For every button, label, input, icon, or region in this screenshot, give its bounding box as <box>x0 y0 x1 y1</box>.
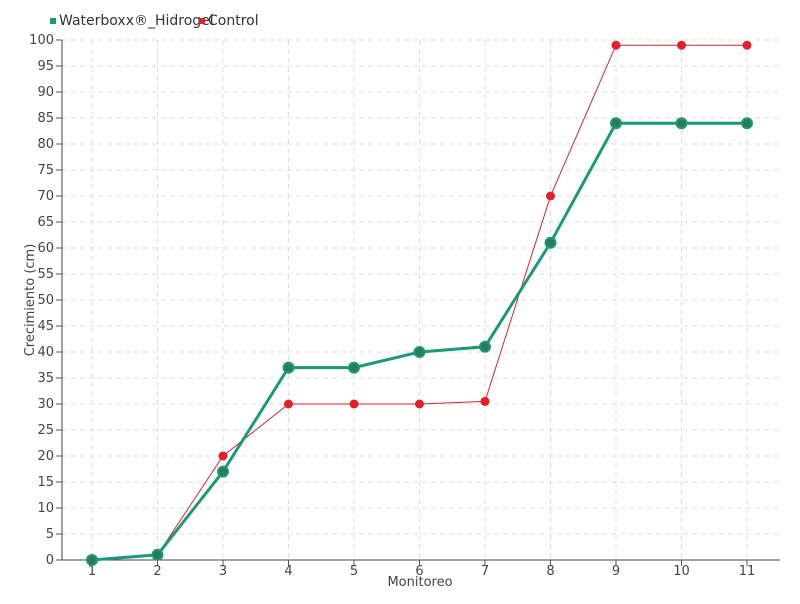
data-point <box>677 40 686 50</box>
x-tick-label: 7 <box>481 564 489 579</box>
x-tick-label: 2 <box>153 564 161 579</box>
y-tick-label: 75 <box>37 163 54 178</box>
data-point <box>675 117 688 130</box>
y-tick-label: 90 <box>37 85 54 100</box>
data-point <box>415 399 424 409</box>
y-axis-label: Crecimiento (cm) <box>23 244 38 357</box>
y-tick-label: 0 <box>46 553 54 568</box>
x-tick-label: 6 <box>415 564 423 579</box>
x-tick-label: 11 <box>739 564 756 579</box>
y-tick-label: 5 <box>46 527 54 542</box>
y-tick-label: 35 <box>37 371 54 386</box>
x-tick-label: 1 <box>88 564 96 579</box>
y-tick-label: 40 <box>37 345 54 360</box>
tick-labels: 0510152025303540455055606570758085909510… <box>29 33 755 579</box>
y-tick-label: 55 <box>37 267 54 282</box>
y-tick-label: 10 <box>37 501 54 516</box>
y-tick-label: 15 <box>37 475 54 490</box>
data-point <box>544 236 557 249</box>
x-tick-label: 3 <box>219 564 227 579</box>
legend-label-control: Control <box>208 13 259 29</box>
y-tick-label: 50 <box>37 293 54 308</box>
data-point <box>217 465 229 478</box>
series-control <box>87 40 752 565</box>
data-point <box>284 399 293 409</box>
data-point <box>348 361 360 374</box>
series-waterboxx <box>86 117 753 566</box>
x-tick-label: 4 <box>284 564 292 579</box>
data-point <box>741 117 753 130</box>
x-axis-label: Monitoreo <box>387 575 452 590</box>
data-point <box>610 117 622 130</box>
data-point <box>413 346 426 358</box>
x-tick-label: 10 <box>673 564 690 579</box>
data-point <box>349 399 359 409</box>
series-lines <box>86 40 753 566</box>
y-tick-label: 30 <box>37 397 54 412</box>
y-tick-label: 70 <box>37 189 54 204</box>
x-tick-label: 5 <box>350 564 358 579</box>
x-tick-label: 9 <box>612 564 620 579</box>
y-tick-label: 45 <box>37 319 54 334</box>
y-tick-label: 60 <box>37 241 54 256</box>
y-tick-label: 20 <box>37 449 54 464</box>
legend: Waterboxx®_Hidrogel Control <box>50 13 259 29</box>
data-point <box>86 554 98 566</box>
y-tick-label: 85 <box>37 111 54 126</box>
data-point <box>282 361 295 374</box>
y-tick-label: 80 <box>37 137 54 152</box>
y-tick-label: 65 <box>37 215 54 230</box>
data-point <box>479 340 491 353</box>
x-tick-label: 8 <box>546 564 554 579</box>
legend-label-waterboxx: Waterboxx®_Hidrogel <box>59 13 214 29</box>
y-tick-label: 25 <box>37 423 54 438</box>
data-point <box>218 451 228 461</box>
data-point <box>742 40 752 50</box>
data-point <box>611 40 621 50</box>
axes <box>56 39 780 566</box>
y-tick-label: 95 <box>37 59 54 74</box>
data-point <box>480 396 490 406</box>
y-tick-label: 100 <box>29 33 54 48</box>
data-point <box>546 191 555 201</box>
data-point <box>151 548 164 561</box>
legend-swatch-waterboxx <box>50 18 56 24</box>
legend-swatch-control <box>199 18 205 24</box>
grid-lines <box>62 39 780 560</box>
